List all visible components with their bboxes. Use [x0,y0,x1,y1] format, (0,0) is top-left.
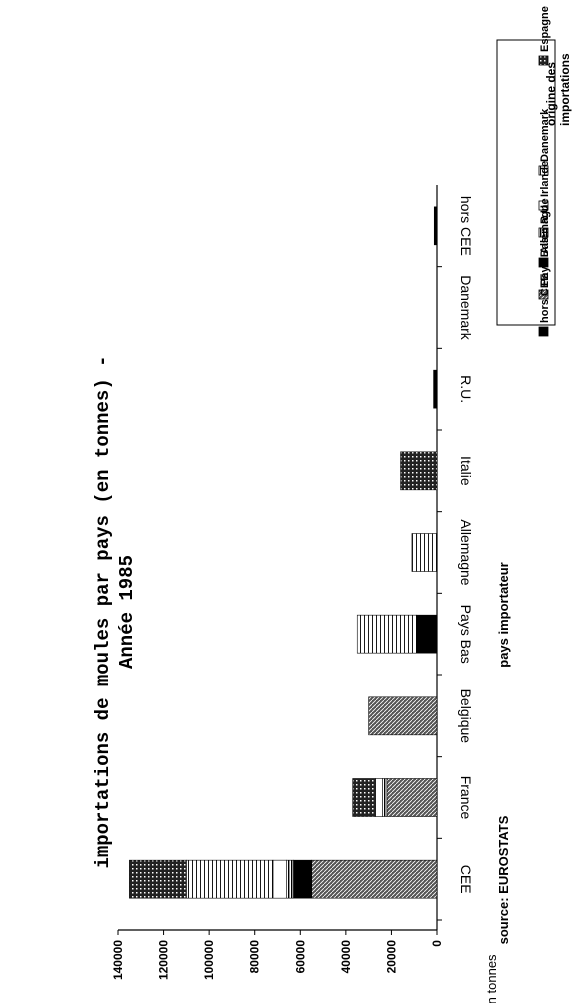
bar-france-r-u [382,778,388,817]
legend-label-espagne: Espagne [539,6,551,52]
bar-cee-pays-bas [311,859,438,899]
bar-cee-r-u [286,859,294,899]
legend-title-line-2: importations [558,53,572,126]
x-tick-label-pays-bas: Pays Bas [458,605,474,664]
x-tick-label-r-u: R.U. [458,375,474,403]
legend-swatch-irlande [538,200,549,211]
bar-pays-bas-allemagne [416,614,438,654]
x-tick-label-hors-cee: hors CEE [458,196,474,256]
bar-cee-danemark [186,859,274,899]
legend-swatch-r-u [538,227,549,238]
bar-hors-cee-allemagne [433,206,438,246]
x-tick-label-france: France [458,776,474,820]
y-tick-label: 0 [430,940,444,947]
bar-france-irlande [375,778,383,817]
bar-cee-allemagne [293,859,312,899]
chart-title-group: importations de moules par pays (en tonn… [92,355,138,868]
bar-cee-irlande [272,859,287,899]
source-note: source: EUROSTATS [496,815,511,944]
y-tick-label: 60000 [293,940,307,974]
x-tick-label-allemagne: Allemagne [458,519,474,585]
category-labels: CEE France Belgique Pays Bas Allemagne Italie… [437,196,474,921]
axes [118,185,438,931]
legend: origine des importations Espagne Danemark… [496,6,572,337]
bar-france-espagne [352,778,376,817]
y-tick-label: 100000 [202,940,216,980]
y-axis-label: en tonnes [484,954,499,1003]
legend-label-irlande: Irlande [539,161,551,197]
bar-france-pays-bas [386,778,438,817]
legend-title-line-1: origine des [544,62,558,126]
chart-subtitle: Année 1985 [116,555,138,669]
legend-swatch-allemagne [538,257,549,268]
bar-pays-bas-danemark [356,614,417,654]
y-tick-label: 140000 [111,940,125,980]
bar-allemagne-danemark [411,533,438,572]
y-tick-label: 40000 [339,940,353,974]
bars [129,206,438,899]
legend-label-hors-cee: hors CEE [539,273,551,323]
legend-title: origine des importations [544,53,572,126]
y-tick-label: 20000 [384,940,398,974]
legend-label-pays-bas: Pays Bas [539,237,551,286]
legend-swatch-danemark [538,165,549,176]
chart-title: importations de moules par pays (en tonn… [92,355,114,868]
legend-swatch-hors-cee [538,326,549,337]
y-tick-label: 120000 [157,940,171,980]
bar-italie-espagne [400,451,438,491]
legend-label-r-u: R.U [539,205,551,224]
x-tick-label-cee: CEE [458,865,474,894]
x-axis-label: pays importateur [496,562,511,667]
legend-label-danemark: Danemark [539,108,551,162]
legend-box [496,39,556,326]
bar-r-u-allemagne [433,369,438,409]
bar-belgique-pays-bas [368,696,438,736]
bar-cee-espagne [129,859,187,899]
x-tick-label-danemark: Danemark [458,275,474,341]
y-ticks: 0 20000 40000 60000 80000 100000 120000 140000 [111,930,444,980]
legend-swatch-espagne [538,55,549,66]
x-tick-label-italie: Italie [458,456,474,486]
y-tick-label: 80000 [248,940,262,974]
legend-swatch-pays-bas [538,289,549,300]
legend-label-allemagne: Allemagne [539,198,551,254]
x-tick-label-belgique: Belgique [458,689,474,744]
